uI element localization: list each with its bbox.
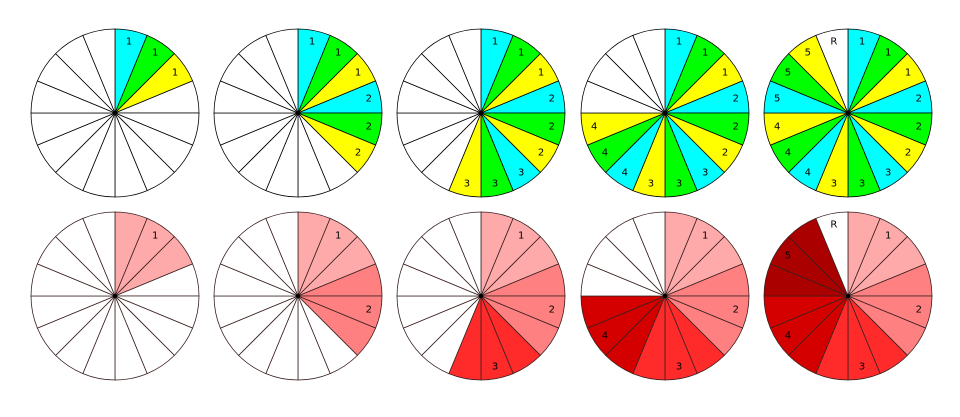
sector-label: 1: [702, 47, 708, 58]
color-wheel-2: 1 1 1 2 2 2: [213, 28, 383, 198]
sector-label: 2: [722, 148, 728, 159]
sector-label: 4: [602, 331, 608, 342]
sector-label: 1: [335, 47, 341, 58]
sector-label: 2: [733, 305, 739, 316]
sector-label: 4: [602, 148, 608, 159]
sector-label: 1: [676, 37, 682, 48]
sector-label: 3: [831, 178, 837, 189]
sector-label: 3: [859, 361, 865, 372]
sector-label: 2: [538, 148, 544, 159]
sector-label: 3: [518, 168, 524, 179]
sector-label: 1: [355, 67, 361, 78]
wheel-hub: [479, 111, 483, 115]
wheel-hub: [479, 294, 483, 298]
sector-label: 2: [733, 93, 739, 104]
sector-label: 3: [676, 178, 682, 189]
sector-label: 2: [366, 122, 372, 133]
sector-label: 2: [916, 305, 922, 316]
sector-label: 1: [518, 230, 524, 241]
sector-label: 2: [905, 148, 911, 159]
sector-label: 2: [366, 305, 372, 316]
wheel-sector: [82, 28, 116, 114]
wheel-sector: [632, 28, 666, 114]
sector-label: 4: [622, 168, 628, 179]
sector-label: 3: [885, 168, 891, 179]
sector-label: 4: [785, 331, 791, 342]
sector-label: 1: [172, 67, 178, 78]
sector-label: 5: [785, 250, 791, 261]
sector-label: 3: [648, 178, 654, 189]
color-wheel-5: 1 1 1 2 2 2 3 3 3 4 4 4 5 5 5 R: [763, 28, 933, 198]
sector-label: 1: [885, 47, 891, 58]
sector-label: 4: [774, 122, 780, 133]
sector-label: 1: [885, 230, 891, 241]
wheel-sector: [448, 211, 482, 297]
color-wheel-1: 1 1 1: [30, 28, 200, 198]
sector-label: R: [830, 220, 837, 231]
wheel-hub: [663, 111, 667, 115]
sector-label: 2: [549, 305, 555, 316]
sector-label: 4: [591, 122, 597, 133]
wheel-hub: [113, 294, 117, 298]
sector-label: 3: [676, 361, 682, 372]
sector-label: 1: [152, 47, 158, 58]
red-wheel-1: 1: [30, 211, 200, 381]
sector-label: 5: [785, 67, 791, 78]
red-wheel-3: 1 2 3: [396, 211, 566, 381]
wheel-sector: [265, 211, 299, 297]
sector-label: 1: [152, 230, 158, 241]
wheel-sector: [632, 211, 666, 297]
wheel-sector: [815, 28, 849, 114]
sector-label: 2: [733, 122, 739, 133]
sector-label: R: [830, 37, 837, 48]
sector-label: 4: [805, 168, 811, 179]
color-wheel-3: 1 1 1 2 2 2 3 3 3: [396, 28, 566, 198]
wheel-hub: [663, 294, 667, 298]
sector-label: 2: [549, 122, 555, 133]
red-wheel-4: 1 2 3 4: [580, 211, 750, 381]
sector-label: 3: [702, 168, 708, 179]
red-wheel-5: 1 2 3 4 5 R: [763, 211, 933, 381]
sector-label: 1: [905, 67, 911, 78]
sector-label: 1: [859, 37, 865, 48]
sector-label: 3: [492, 361, 498, 372]
sector-label: 1: [335, 230, 341, 241]
sector-label: 4: [785, 148, 791, 159]
sector-label: 3: [859, 178, 865, 189]
sector-label: 1: [518, 47, 524, 58]
sector-label: 1: [309, 37, 315, 48]
wheel-hub: [296, 294, 300, 298]
sector-label: 1: [492, 37, 498, 48]
sector-label: 1: [126, 37, 132, 48]
sector-label: 2: [916, 122, 922, 133]
sector-label: 2: [549, 93, 555, 104]
sector-label: 2: [366, 93, 372, 104]
sector-label: 5: [774, 93, 780, 104]
sector-label: 3: [464, 178, 470, 189]
sector-label: 5: [805, 47, 811, 58]
sector-label: 2: [355, 148, 361, 159]
sector-label: 3: [492, 178, 498, 189]
sector-label: 2: [916, 93, 922, 104]
sector-label: 1: [538, 67, 544, 78]
wheel-hub: [296, 111, 300, 115]
wheel-hub: [846, 111, 850, 115]
wheel-hub: [113, 111, 117, 115]
wheel-sector: [448, 28, 482, 114]
wheel-sector: [265, 28, 299, 114]
red-wheel-2: 12: [213, 211, 383, 381]
wheel-hub: [846, 294, 850, 298]
wheel-sector: [815, 211, 849, 297]
color-wheel-4: 1 1 1 2 2 2 3 3 3 4 4 4: [580, 28, 750, 198]
wheel-sector: [82, 211, 116, 297]
sector-label: 1: [702, 230, 708, 241]
sector-label: 1: [722, 67, 728, 78]
